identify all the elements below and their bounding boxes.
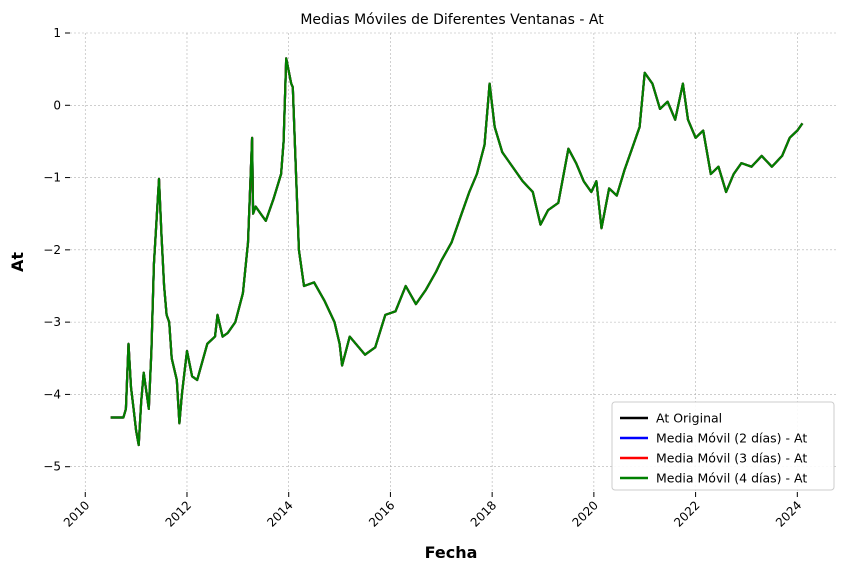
legend-entry-label: Media Móvil (4 días) - At — [656, 471, 807, 486]
y-tick-label: −2 — [43, 243, 61, 257]
legend-entry-label: Media Móvil (3 días) - At — [656, 451, 807, 466]
series-layer — [110, 57, 804, 447]
y-tick-label: 0 — [53, 98, 61, 112]
y-tick-label: −3 — [43, 315, 61, 329]
y-axis-label: At — [8, 252, 27, 272]
series-line — [110, 57, 804, 447]
grid — [70, 32, 838, 492]
y-tick-label: −5 — [43, 460, 61, 474]
chart-title: Medias Móviles de Diferentes Ventanas - … — [300, 12, 604, 28]
legend-entry-label: Media Móvil (2 días) - At — [656, 431, 807, 446]
legend: At Original Media Móvil (2 días) - At Medi… — [611, 401, 835, 491]
legend-entry-label: At Original — [656, 411, 722, 426]
x-axis-label: Fecha — [425, 543, 478, 562]
y-tick-label: 1 — [53, 26, 61, 40]
y-tick-label: −1 — [43, 171, 61, 185]
y-tick-label: −4 — [43, 387, 61, 401]
legend-box — [611, 401, 835, 491]
y-axis: 1 0 −1 −2 −3 −4 −5 — [43, 26, 70, 474]
